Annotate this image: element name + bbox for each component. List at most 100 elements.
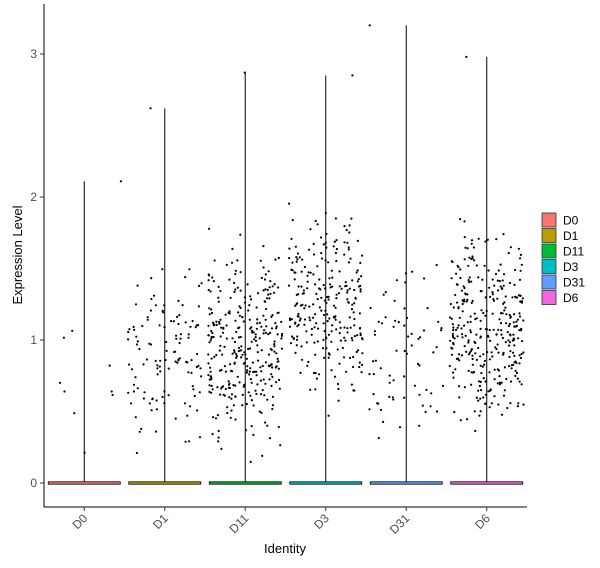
data-point (498, 383, 502, 386)
data-point (302, 289, 305, 292)
data-point (280, 337, 283, 340)
data-point (230, 261, 234, 264)
data-point (464, 246, 467, 249)
data-point (274, 258, 277, 261)
data-point (275, 381, 278, 384)
data-point (270, 373, 273, 376)
data-point (321, 347, 325, 350)
data-point (191, 319, 194, 323)
data-point (403, 349, 406, 353)
legend-label: D1 (563, 229, 579, 243)
data-point (478, 414, 481, 417)
data-point (403, 307, 406, 310)
data-point (521, 297, 524, 300)
data-point (326, 313, 329, 316)
data-point (245, 371, 249, 374)
data-point (470, 239, 474, 242)
data-point (207, 353, 210, 356)
data-point (262, 332, 265, 335)
data-point (491, 293, 494, 296)
data-point (354, 296, 357, 299)
data-point (374, 359, 377, 362)
data-point (193, 394, 196, 398)
data-point (277, 311, 280, 314)
data-point (264, 382, 267, 385)
data-point (268, 437, 272, 440)
data-point (357, 278, 360, 281)
data-point (359, 290, 362, 293)
data-point (353, 288, 356, 292)
data-point (346, 289, 349, 292)
data-point (262, 314, 265, 317)
data-point (288, 247, 291, 250)
data-point (230, 393, 234, 396)
data-point (324, 211, 327, 214)
data-point (487, 269, 490, 272)
data-point (520, 383, 523, 386)
data-point (481, 365, 484, 368)
data-point (270, 348, 273, 352)
data-point (334, 217, 337, 220)
data-point (486, 238, 489, 241)
data-point (477, 276, 480, 279)
data-point (499, 263, 502, 266)
data-point (377, 402, 380, 405)
data-point (479, 355, 482, 358)
data-point (261, 389, 264, 392)
data-point (349, 326, 352, 329)
data-point (175, 334, 178, 337)
data-point (187, 336, 190, 339)
data-point (314, 388, 317, 391)
data-point (516, 405, 520, 408)
data-point (237, 346, 241, 349)
data-point (470, 383, 473, 386)
data-point (212, 336, 215, 339)
data-point (110, 390, 113, 393)
data-point (496, 279, 499, 282)
data-point (165, 340, 168, 344)
data-point (161, 395, 164, 399)
data-point (473, 259, 476, 262)
data-point (463, 386, 466, 389)
data-point (276, 333, 279, 336)
data-point (243, 351, 246, 354)
data-point (134, 376, 137, 379)
data-point (208, 341, 211, 344)
data-point (297, 312, 300, 315)
data-point (323, 330, 326, 333)
data-point (344, 339, 347, 342)
data-point (207, 288, 210, 292)
data-point (511, 351, 515, 354)
data-point (485, 309, 488, 313)
data-point (243, 361, 246, 365)
data-point (461, 302, 464, 306)
data-point (179, 337, 182, 340)
data-point (344, 281, 347, 284)
data-point (341, 346, 344, 350)
data-point (504, 306, 507, 309)
data-point (266, 297, 269, 300)
data-point (417, 337, 420, 340)
data-point (251, 361, 254, 364)
data-point (291, 219, 294, 222)
data-point (262, 245, 265, 248)
data-point (484, 393, 487, 396)
data-point (254, 389, 257, 392)
data-point (255, 306, 258, 309)
data-point (322, 322, 325, 325)
data-point (432, 351, 435, 354)
data-point (470, 280, 473, 283)
data-point (350, 217, 353, 220)
data-point (270, 384, 273, 387)
data-point (477, 389, 480, 392)
data-point (343, 336, 346, 339)
data-point (176, 315, 179, 318)
data-point (324, 241, 327, 244)
data-point (484, 296, 487, 299)
data-point (500, 329, 503, 332)
data-point (210, 337, 213, 340)
data-point (373, 333, 377, 336)
data-point (514, 360, 517, 363)
data-point (351, 279, 354, 282)
data-point (150, 277, 153, 280)
